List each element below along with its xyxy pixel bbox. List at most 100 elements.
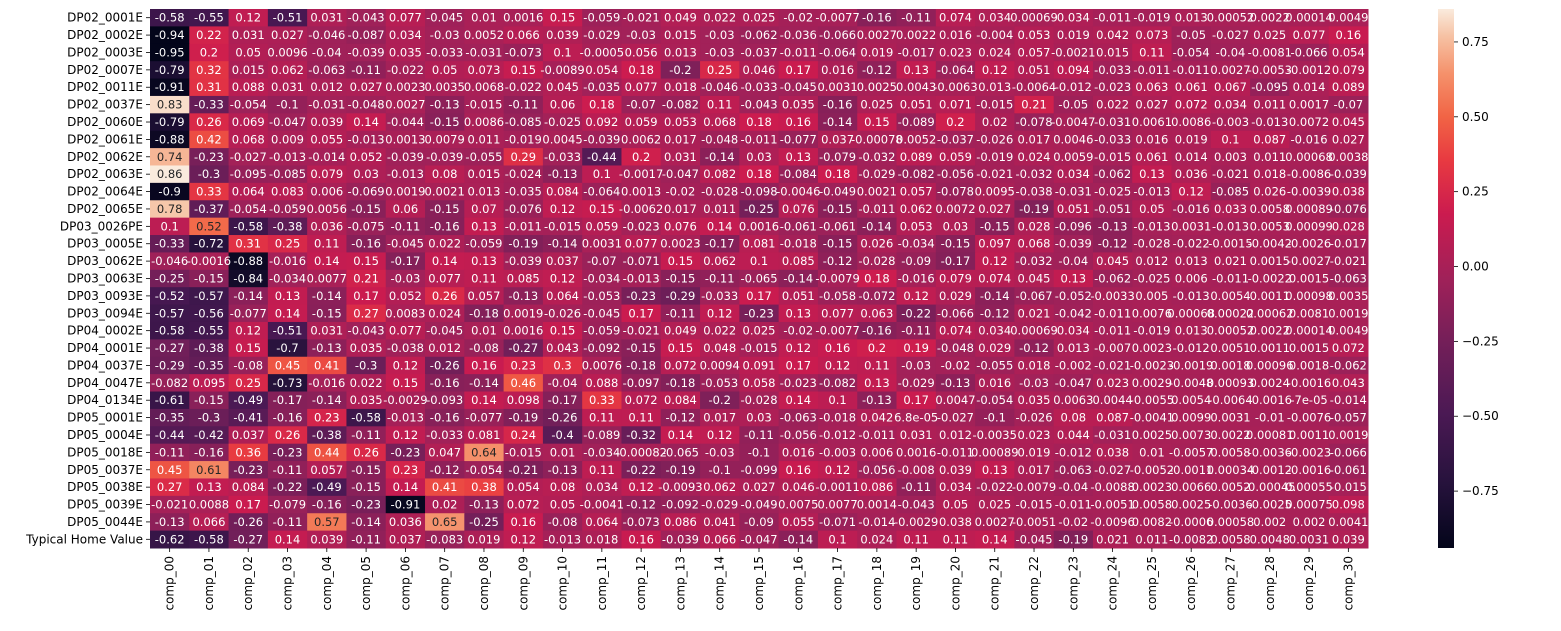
cell-annotation: 0.061 [1135,150,1168,164]
heatmap-cell [1171,9,1212,27]
cell-annotation: 0.018 [1253,167,1286,181]
cell-annotation: 0.017 [1018,463,1051,477]
heatmap-cell [935,113,976,132]
heatmap-cell [817,113,858,132]
heatmap-cell [1014,356,1055,375]
heatmap-cell [464,321,505,340]
heatmap-cell [228,287,269,306]
cell-annotation: -0.72 [194,237,224,251]
row-label: DP02_0001E [67,11,143,25]
heatmap-cell [385,200,426,219]
heatmap-cell [896,252,937,271]
heatmap-cell [778,200,819,219]
heatmap-cell [896,339,937,358]
cell-annotation: 0.085 [782,254,815,268]
cell-annotation: -0.029 [701,498,738,512]
heatmap-cell [660,304,701,323]
heatmap-cell [150,287,190,306]
cell-annotation: -0.043 [348,11,385,25]
cell-annotation: 0.0023 [385,80,425,94]
cell-annotation: 0.12 [903,289,929,303]
heatmap-cell [150,235,190,253]
heatmap-cell [307,374,347,393]
heatmap-cell [1132,9,1173,27]
heatmap-cell [817,321,858,340]
cell-annotation: 0.028 [1018,219,1051,233]
heatmap-cell [1092,339,1133,358]
cell-annotation: -0.51 [273,11,303,25]
cell-annotation: 0.092 [585,115,618,129]
heatmap-cell [660,78,701,97]
cell-annotation: 0.023 [1096,376,1129,390]
cell-annotation: 0.33 [589,393,615,407]
column-label: comp_15 [752,556,766,611]
heatmap-cell [582,182,622,201]
heatmap-cell [935,182,976,201]
heatmap-cell [542,252,583,271]
cell-annotation: -0.008 [898,463,935,477]
cell-annotation: 0.0031 [582,237,622,251]
heatmap-cell [1092,9,1133,27]
cell-annotation: -0.013 [348,132,385,146]
cell-annotation: -0.49 [233,393,263,407]
heatmap-cell [1210,287,1251,306]
heatmap-cell [150,61,190,80]
cell-annotation: 0.012 [1135,254,1168,268]
cell-annotation: -0.16 [430,219,460,233]
cell-annotation: -0.039 [348,45,385,59]
heatmap-cell [267,339,308,358]
cell-annotation: -0.35 [155,411,185,425]
cell-annotation: -0.052 [1055,289,1092,303]
cell-annotation: -0.011 [1133,63,1170,77]
heatmap-cell [1053,78,1094,97]
heatmap-cell [896,113,937,132]
heatmap-cell [1250,148,1290,166]
heatmap-cell [778,252,819,271]
cell-annotation: 0.072 [507,498,540,512]
heatmap-cell [739,182,780,201]
cell-annotation: 0.0019 [1328,306,1368,320]
heatmap-cell [503,95,544,114]
cell-annotation: -0.082 [898,167,935,181]
cell-annotation: -0.58 [351,411,381,425]
heatmap-cell [189,148,230,166]
cell-annotation: 0.0024 [1250,376,1290,390]
column-label: comp_29 [1302,556,1316,611]
row-label: DP05_0039E [67,498,143,512]
cell-annotation: 0.0015 [1289,341,1329,355]
heatmap-cell [621,43,662,62]
heatmap-cell [660,356,701,375]
cell-annotation: 0.051 [782,289,815,303]
cell-annotation: 0.018 [1018,358,1051,372]
heatmap-cell [1092,43,1133,62]
heatmap-cell [150,200,190,219]
heatmap-cell [346,235,387,253]
cell-annotation: 0.055 [782,515,815,529]
cell-annotation: -0.048 [937,341,974,355]
cell-annotation: 0.18 [864,272,890,286]
heatmap-cell [935,43,976,62]
cell-annotation: 0.26 [353,445,379,459]
cell-annotation: -0.059 [269,202,306,216]
heatmap-cell [1053,374,1094,393]
cell-annotation: -0.23 [391,445,421,459]
heatmap-cell [1289,130,1330,149]
cell-annotation: 0.29 [510,150,536,164]
cell-annotation: -0.03 [705,445,735,459]
heatmap-cell [385,148,426,166]
row-label: DP05_0037E [67,463,143,477]
cell-annotation: -0.12 [1098,237,1128,251]
cell-annotation: -0.16 [273,411,303,425]
heatmap-cell [1289,165,1330,184]
cell-annotation: 0.0077 [817,498,857,512]
cell-annotation: 0.023 [1018,428,1051,442]
heatmap-cell [503,374,544,393]
cell-annotation: 0.32 [196,63,222,77]
heatmap-cell [425,391,465,410]
heatmap-cell [425,165,465,184]
cell-annotation: 0.0082 [1132,515,1172,529]
heatmap-cell [582,235,622,253]
cell-annotation: -0.062 [740,28,777,42]
cell-annotation: -0.045 [1015,532,1052,546]
cell-annotation: -0.37 [194,202,224,216]
